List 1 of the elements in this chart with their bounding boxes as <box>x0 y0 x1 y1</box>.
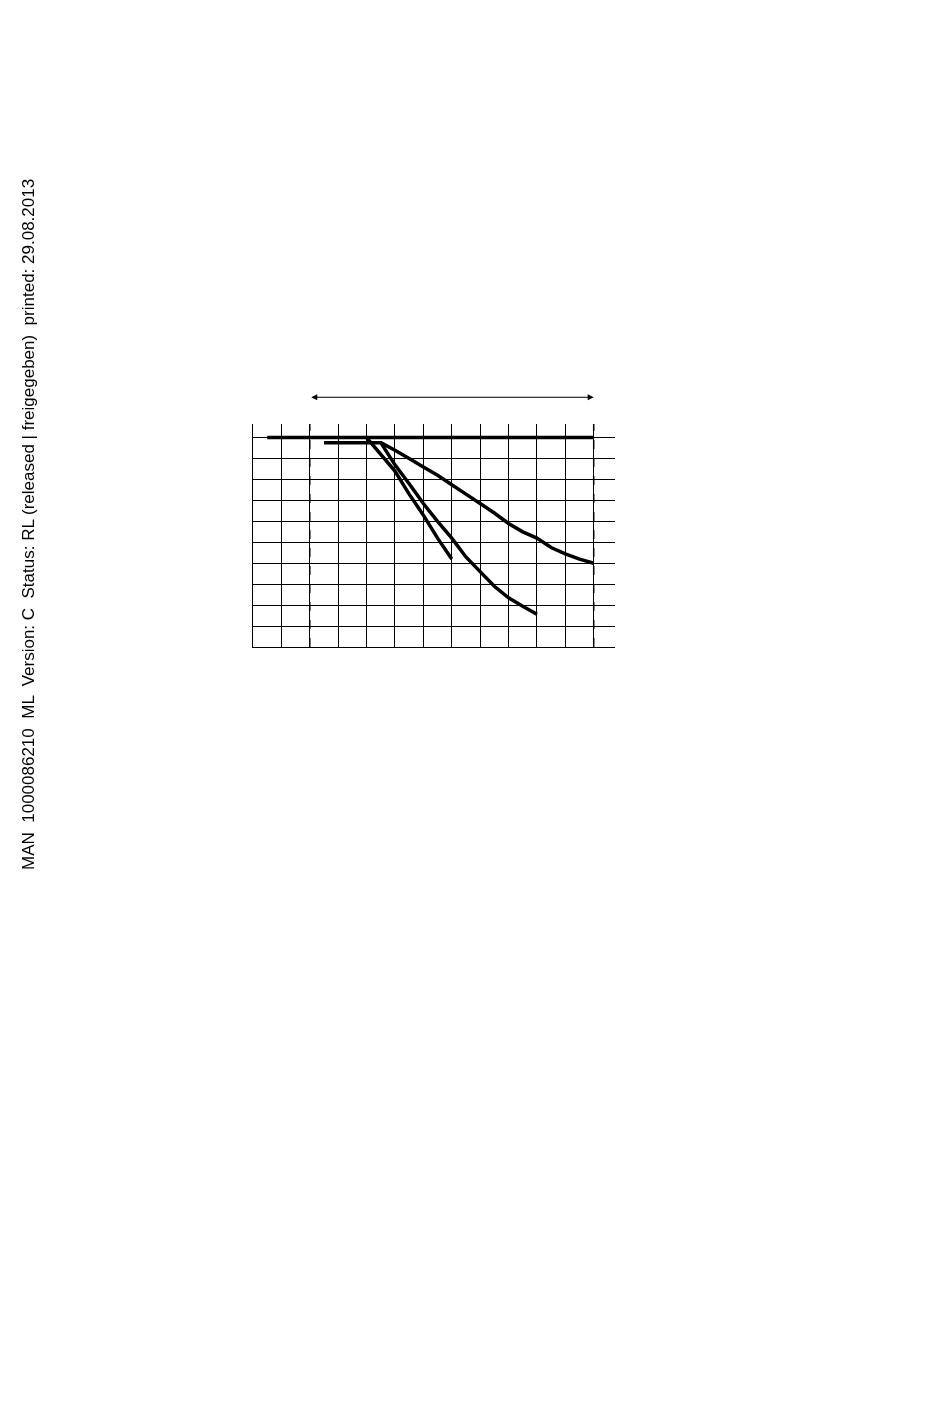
text: MAN 1000086210 ML Version: C Status: RL (released | freigegeben) printed: 29.08.2013 <box>19 178 38 870</box>
